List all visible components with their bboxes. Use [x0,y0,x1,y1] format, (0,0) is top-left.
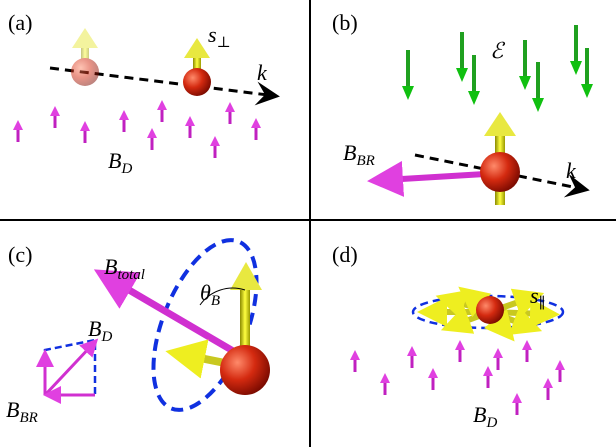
precession-path [132,226,277,424]
annotation: BBR [343,140,375,169]
text-part: s [530,283,539,308]
text-part: s [208,22,217,47]
text-part: BR [356,153,374,169]
electron [480,152,520,192]
text-part: D [100,329,112,345]
text-part: B [6,397,19,422]
text-part: ∥ [539,295,546,312]
panel-label: (c) [8,242,32,267]
panel-b [385,25,593,205]
text-part: B [104,254,117,279]
annotation: k [566,158,577,183]
panel-label: (d) [332,242,358,267]
text-part: total [117,267,145,283]
panel-c [45,226,278,424]
text-part: ⊥ [217,35,231,51]
text-part: θ [200,280,211,305]
annotation: θB [200,280,220,309]
text-part: k [566,158,577,183]
annotation: BD [473,402,497,431]
text-part: B [343,140,356,165]
vector-diagram [45,340,95,395]
electron [476,296,504,324]
text-part: BR [19,410,37,426]
spin [183,38,211,96]
spin-faded [71,28,99,86]
rashba-field [385,174,485,180]
text-part: B [108,148,121,173]
annotation: BD [108,148,132,177]
text-part: B [473,402,486,427]
field-arrows [13,100,261,158]
text-part: D [120,161,132,177]
text-part: B [211,293,220,309]
panel-label: (b) [332,10,358,35]
field-arrows [350,340,565,415]
annotation: Btotal [104,254,145,283]
annotation: s⊥ [208,22,231,51]
annotation: ℰ [490,38,506,63]
spin [240,285,250,355]
text-part: k [257,60,268,85]
annotation: k [257,60,268,85]
electron [220,345,270,395]
annotation: BD [88,316,112,345]
text-part: ℰ [490,38,506,63]
panel-label: (a) [8,10,32,35]
text-part: B [88,316,101,341]
figure: (a) s⊥ k BD (b) ℰ BBR k (c) Btotal θB BD… [0,0,616,447]
annotation: s∥ [530,283,546,312]
spin-head [484,112,516,136]
panel-d [350,296,565,415]
annotation: BBR [6,397,38,426]
text-part: D [485,415,497,431]
